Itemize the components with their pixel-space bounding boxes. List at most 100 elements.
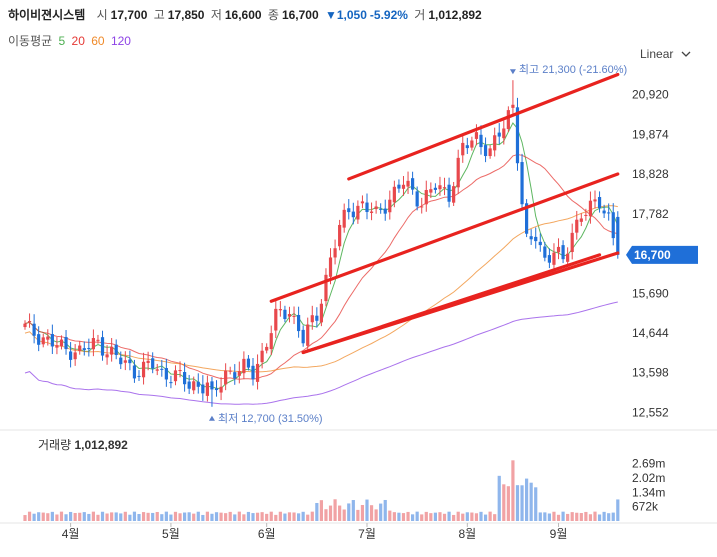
volume-bar [579,513,583,521]
volume-bar [96,514,100,521]
volume-bar [110,512,114,521]
current-price-tag [626,245,698,264]
volume-bar [37,512,41,521]
candle-body [497,132,501,137]
volume-bar [137,514,141,521]
moving-average-legend[interactable]: 이동평균 5 20 60 120 [8,32,134,49]
candle-body [406,180,410,187]
candle-body [474,132,479,139]
volume-bar [178,513,182,521]
candle-body [146,360,150,363]
candle-body [579,218,583,222]
volume-tick-label: 2.02m [632,471,665,485]
x-tick-label: 9월 [550,527,568,541]
volume-bar [55,514,59,521]
volume-bar [319,500,323,521]
volume-bar [556,514,561,521]
candle-body [465,145,469,149]
volume-bar [128,514,132,521]
ma20-legend: 20 [71,34,85,48]
volume-bar [141,512,146,521]
x-tick-label: 4월 [62,527,80,541]
volume-bar [205,511,209,521]
volume-bar [32,513,36,521]
volume-bar [306,514,310,521]
candle-body [502,128,506,139]
volume-bar [64,514,68,521]
volume-bar [100,511,105,521]
candle-body [114,344,118,356]
volume-bar [119,513,123,521]
candle-body [178,370,182,372]
candle-body [575,219,579,233]
candle-body [301,329,305,344]
volume-bar [543,512,547,521]
candle-body [525,203,529,234]
candle-body [255,363,260,382]
candle-body [488,148,492,157]
candle-body [411,178,415,190]
volume-bar [488,511,492,521]
candle-body [347,208,351,213]
volume-bar [525,478,529,521]
candle-body [397,184,401,189]
candle-body [324,274,328,302]
candle-body [461,142,465,156]
candle-body [401,184,406,189]
change-value: ▼1,050 [325,8,367,22]
candle-body [87,347,91,350]
candle-body [96,339,100,341]
volume-bar [242,514,246,521]
volume-value: 1,012,892 [428,8,482,22]
ma120-legend: 120 [110,34,131,48]
candle-body [534,236,538,242]
volume-tick-label: 2.69m [632,457,665,471]
candle-body [110,346,114,355]
candle-body [82,348,86,351]
volume-bar [342,509,346,521]
candle-body [192,381,196,391]
y-tick-label: 14,644 [632,326,669,340]
volume-bar [588,514,593,521]
candle-body [91,338,95,350]
volume-bar [429,513,433,521]
candle-body [169,382,173,384]
candle-body [46,336,50,340]
candle-body [214,388,219,391]
candle-body [306,324,310,346]
volume-bar [233,514,237,521]
candle-body [59,339,64,347]
candle-body [511,104,515,108]
scale-selector[interactable]: Linear [640,47,691,61]
candle-body [506,110,510,129]
volume-bar [534,487,538,521]
volume-bar [114,512,118,521]
volume-bar [50,511,54,521]
candle-body [319,303,323,323]
ma5-legend: 5 [58,34,66,48]
candle-body [588,200,593,217]
stock-name[interactable]: 하이비젼시스템 [8,8,86,22]
candle-body [233,372,237,379]
close-label: 종 [267,8,279,22]
volume-bar [547,513,551,521]
candle-body [105,354,109,358]
candle-body [415,191,419,207]
candle-body [515,107,520,164]
ma60-legend: 60 [91,34,105,48]
candle-body [365,202,369,213]
candle-body [251,365,255,380]
candle-body [438,185,442,190]
volume-bar [461,513,465,521]
volume-bar [164,511,168,521]
candle-body [23,323,27,328]
volume-bar [356,509,360,521]
volume-bar [278,511,282,521]
volume-bar [183,512,187,521]
chevron-down-icon [681,51,691,57]
volume-bar [310,511,314,521]
candle-body [593,199,597,202]
volume-bar [265,513,269,521]
scale-selector-label: Linear [640,47,674,61]
